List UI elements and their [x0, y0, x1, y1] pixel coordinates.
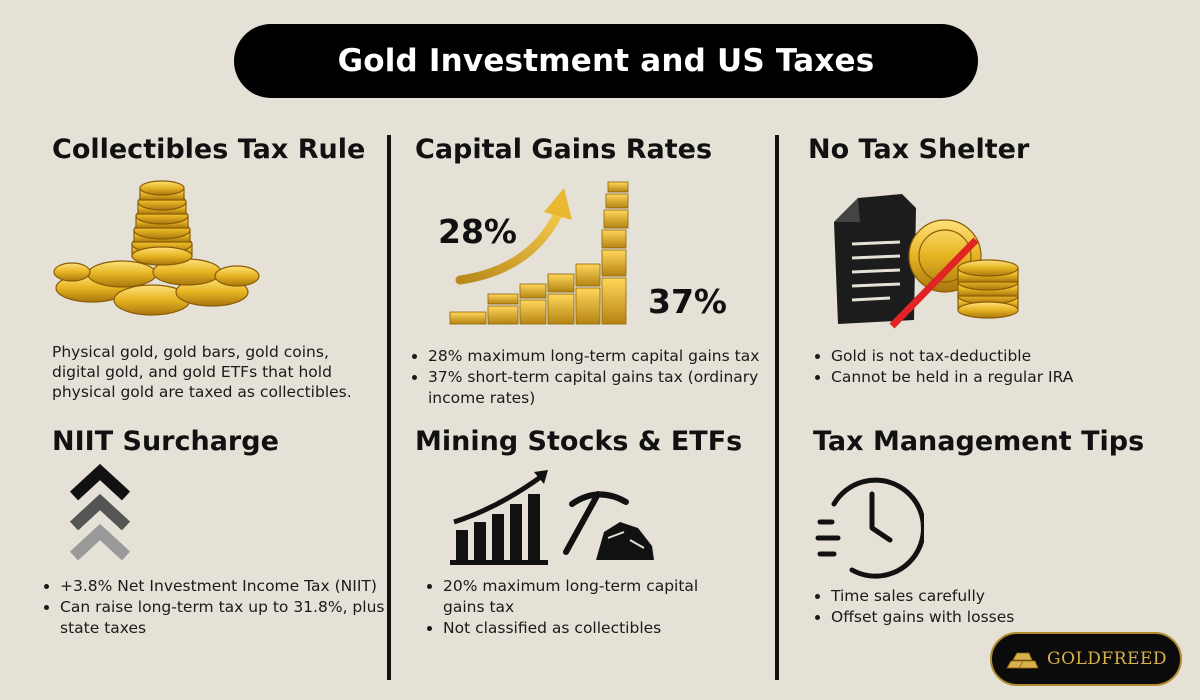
- gold-coin-pile-icon: [53, 180, 260, 316]
- chevrons-up-icon: [69, 463, 131, 561]
- goldfreed-logo[interactable]: GOLDFREED: [990, 632, 1182, 686]
- tax-tips-list: Time sales carefully Offset gains with l…: [813, 586, 1131, 628]
- rising-bar-chart-pickaxe-icon: [450, 470, 654, 565]
- tax-tips-title: Tax Management Tips: [813, 426, 1145, 457]
- list-item: Gold is not tax-deductible: [831, 346, 1191, 367]
- list-item: Can raise long-term tax up to 31.8%, plu…: [60, 597, 400, 639]
- capital-gains-title: Capital Gains Rates: [415, 134, 713, 165]
- collectibles-description: Physical gold, gold bars, gold coins, di…: [52, 343, 352, 401]
- niit-title: NIIT Surcharge: [52, 426, 279, 457]
- list-item: Offset gains with losses: [831, 607, 1131, 628]
- niit-list: +3.8% Net Investment Income Tax (NIIT) C…: [42, 576, 400, 639]
- no-tax-shelter-title: No Tax Shelter: [808, 134, 1030, 165]
- no-tax-shelter-list: Gold is not tax-deductible Cannot be hel…: [813, 346, 1191, 388]
- logo-text: GOLDFREED: [1047, 649, 1167, 669]
- rate-28-label: 28%: [438, 212, 517, 251]
- list-item: 20% maximum long-term capital gains tax: [443, 576, 743, 618]
- column-divider-left: [387, 135, 391, 680]
- collectibles-title: Collectibles Tax Rule: [52, 134, 366, 165]
- column-divider-right: [775, 135, 779, 680]
- list-item: Time sales carefully: [831, 586, 1131, 607]
- rate-37-label: 37%: [648, 282, 727, 321]
- gold-bar-growth-icon: [449, 181, 629, 325]
- list-item: Not classified as collectibles: [443, 618, 743, 639]
- capital-gains-list: 28% maximum long-term capital gains tax …: [410, 346, 778, 409]
- list-item: +3.8% Net Investment Income Tax (NIIT): [60, 576, 400, 597]
- list-item: 28% maximum long-term capital gains tax: [428, 346, 778, 367]
- list-item: Cannot be held in a regular IRA: [831, 367, 1191, 388]
- page-title: Gold Investment and US Taxes: [234, 24, 978, 98]
- list-item: 37% short-term capital gains tax (ordina…: [428, 367, 778, 409]
- mining-title: Mining Stocks & ETFs: [415, 426, 743, 457]
- fast-clock-icon: [815, 477, 924, 579]
- document-coins-crossed-icon: [834, 194, 1019, 329]
- gold-bars-icon: [1006, 652, 1039, 669]
- mining-list: 20% maximum long-term capital gains tax …: [425, 576, 743, 639]
